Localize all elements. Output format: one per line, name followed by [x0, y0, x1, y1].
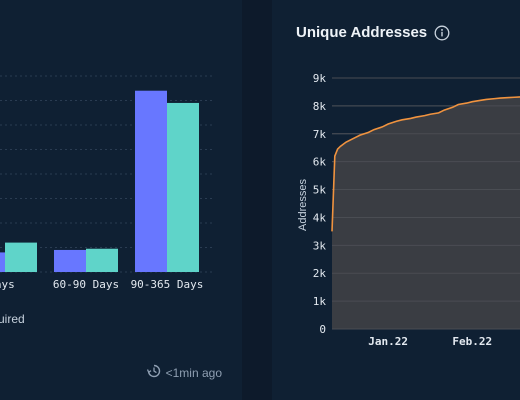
y-tick-label: 1k — [313, 295, 327, 308]
panel-title: Unique Addresses — [296, 24, 450, 41]
x-tick-label: 90-365 Days — [131, 278, 204, 291]
y-tick-label: 8k — [313, 100, 327, 113]
y-tick-label: 7k — [313, 128, 327, 141]
legend-label: uired — [0, 312, 25, 326]
bar-b-1[interactable] — [86, 248, 118, 272]
bar-a-0[interactable] — [0, 252, 5, 272]
panel-title-text: Unique Addresses — [296, 24, 428, 41]
x-tick-label: 60-90 Days — [53, 278, 119, 291]
unique-addresses-area-chart: 0 1k 2k 3k 4k 5k 6k 7k 8k 9k Jan.22 Feb.22 Addresse… — [297, 72, 520, 348]
y-tick-label: 0 — [319, 323, 326, 336]
bar-b-2[interactable] — [167, 102, 199, 272]
y-tick-label: 4k — [313, 211, 327, 224]
area-line[interactable] — [331, 96, 520, 232]
last-updated-text: <1min ago — [165, 365, 222, 380]
bar-b-0[interactable] — [5, 242, 37, 272]
area-fill — [332, 96, 520, 329]
unique-addresses-panel: Unique Addresses 0 1k 2k 3k 4k 5k 6k 7k 8k 9k Jan.… — [272, 0, 520, 400]
y-tick-label: 6k — [313, 156, 327, 169]
bar-a-1[interactable] — [54, 249, 86, 272]
refresh-clock-icon[interactable] — [146, 364, 161, 381]
holding-time-bar-chart: 0 Days 60-90 Days 90-365 Days — [0, 75, 215, 291]
y-axis-label: Addresses — [297, 179, 309, 231]
x-tick-label: Jan.22 — [368, 335, 408, 348]
x-tick-label: 0 Days — [0, 278, 15, 291]
x-tick-label: Feb.22 — [452, 335, 492, 348]
y-tick-label: 2k — [313, 267, 327, 280]
y-tick-label: 9k — [313, 72, 327, 85]
chart-legend: uired — [0, 312, 25, 326]
bar-a-2[interactable] — [135, 90, 167, 272]
y-tick-label: 5k — [313, 184, 327, 197]
y-tick-label: 3k — [313, 239, 327, 252]
info-icon[interactable] — [433, 24, 450, 41]
holding-time-panel: 0 Days 60-90 Days 90-365 Days uired <1min … — [0, 0, 242, 400]
last-updated: <1min ago — [146, 364, 222, 381]
